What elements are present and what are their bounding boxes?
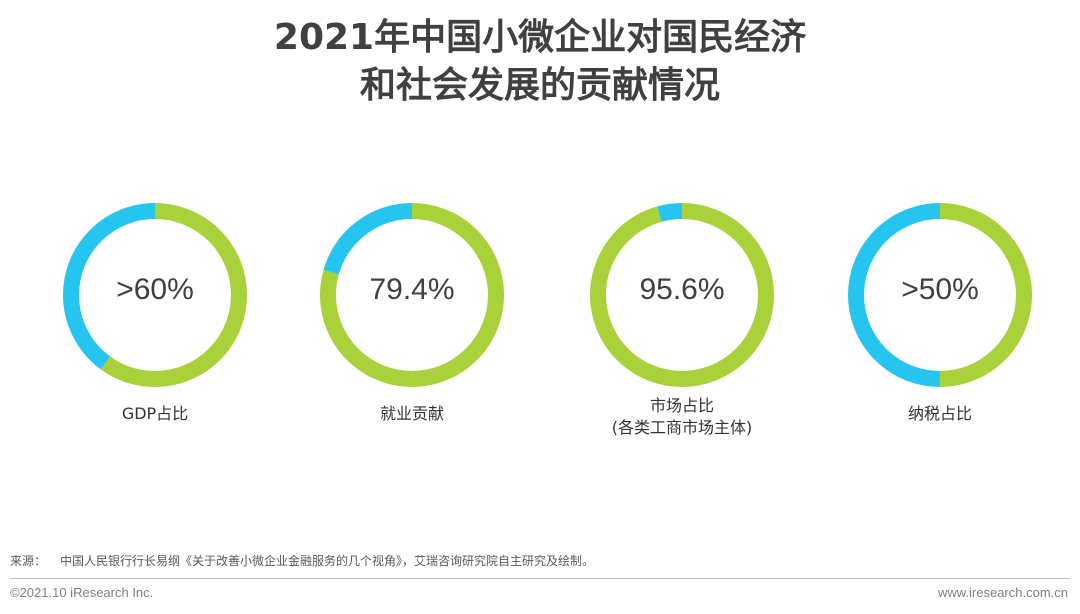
donut-value-employment: 79.4% bbox=[369, 273, 455, 306]
donut-segment-secondary-0 bbox=[63, 203, 247, 387]
source-note: 来源： 中国人民银行行长易纲《关于改善小微企业金融服务的几个视角》，艾瑞咨询研究院… bbox=[10, 552, 594, 569]
page-title: 2021年中国小微企业对国民经济 和社会发展的贡献情况 bbox=[0, 14, 1080, 110]
donut-svg-market bbox=[590, 203, 774, 387]
source-label: 来源： bbox=[10, 554, 47, 568]
title-line-2: 和社会发展的贡献情况 bbox=[359, 65, 720, 106]
donut-chart-employment: 79.4% 就业贡献 bbox=[302, 195, 522, 455]
donut-segment-secondary-1 bbox=[320, 203, 504, 387]
donut-chart-market: 95.6% 市场占比 (各类工商市场主体) bbox=[572, 195, 792, 455]
donut-value-market: 95.6% bbox=[639, 273, 725, 306]
donut-svg-tax bbox=[848, 203, 1032, 387]
donut-value-tax: >50% bbox=[901, 273, 979, 306]
donut-caption-employment: 就业贡献 bbox=[302, 403, 522, 425]
donut-value-gdp: >60% bbox=[116, 273, 194, 306]
donut-segment-secondary-3 bbox=[848, 203, 1032, 387]
footer-url: www.iresearch.com.cn bbox=[937, 585, 1068, 600]
footer-copyright: ©2021.10 iResearch Inc. bbox=[10, 585, 154, 600]
source-text: 中国人民银行行长易纲《关于改善小微企业金融服务的几个视角》，艾瑞咨询研究院自主研… bbox=[60, 554, 595, 568]
caption-line: GDP占比 bbox=[121, 404, 189, 423]
donut-chart-gdp: >60% GDP占比 bbox=[45, 195, 265, 455]
caption-line: 市场占比 bbox=[649, 396, 714, 415]
donut-chart-tax: >50% 纳税占比 bbox=[830, 195, 1050, 455]
footer-divider bbox=[10, 578, 1070, 579]
caption-line: (各类工商市场主体) bbox=[611, 418, 753, 437]
caption-line: 就业贡献 bbox=[379, 404, 444, 423]
donut-segment-secondary-2 bbox=[590, 203, 774, 387]
donut-caption-market: 市场占比 (各类工商市场主体) bbox=[572, 395, 792, 439]
donut-caption-gdp: GDP占比 bbox=[45, 403, 265, 425]
title-line-1: 2021年中国小微企业对国民经济 bbox=[273, 17, 807, 58]
donut-svg-employment bbox=[320, 203, 504, 387]
donut-svg-gdp bbox=[63, 203, 247, 387]
caption-line: 纳税占比 bbox=[907, 404, 972, 423]
donut-caption-tax: 纳税占比 bbox=[830, 403, 1050, 425]
